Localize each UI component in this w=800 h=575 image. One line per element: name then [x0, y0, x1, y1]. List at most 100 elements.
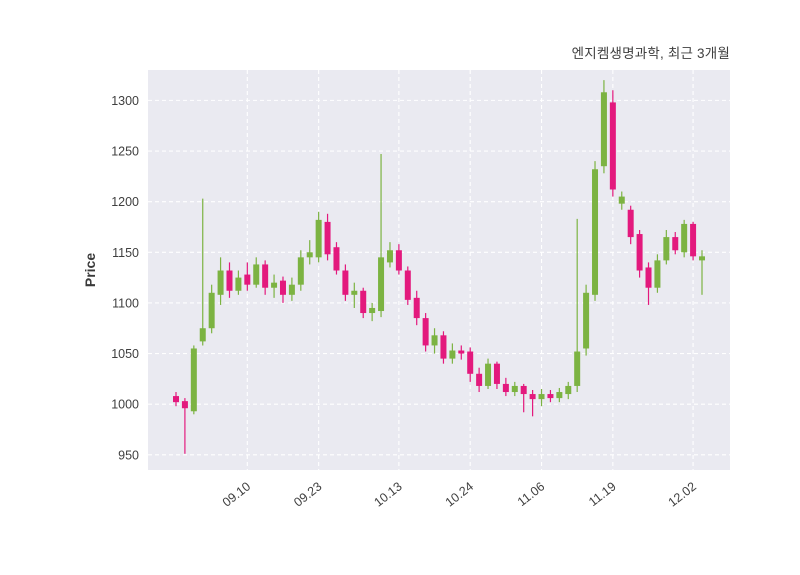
x-tick-label: 11.06 [515, 479, 548, 509]
candle-body [583, 292, 590, 349]
candle-body [413, 297, 420, 319]
candle-body [547, 394, 554, 399]
candle [404, 266, 411, 305]
candle-body [271, 282, 278, 288]
candle [600, 80, 607, 174]
candle [297, 250, 304, 291]
candle [235, 270, 242, 295]
candle-body [627, 209, 634, 238]
candle [493, 361, 500, 389]
candle [369, 302, 376, 322]
candle-body [431, 335, 438, 346]
candle-body [449, 350, 456, 359]
candle [395, 244, 402, 275]
candle [378, 154, 385, 318]
candle-body [458, 350, 465, 354]
candle [440, 331, 447, 364]
candle-body [672, 237, 679, 251]
candle [360, 287, 367, 319]
candle [342, 264, 349, 301]
candle [226, 262, 233, 298]
candle-body [386, 250, 393, 263]
y-tick-label: 1100 [112, 296, 139, 310]
chart-title: 엔지켐생명과학, 최근 3개월 [571, 46, 730, 61]
candle-body [538, 394, 545, 400]
candle [208, 284, 215, 334]
candle [502, 377, 509, 397]
candle [681, 219, 688, 258]
candle-body [333, 247, 340, 271]
candle [288, 277, 295, 301]
candle [449, 343, 456, 364]
candle-body [565, 385, 572, 395]
candle-body [529, 394, 536, 400]
candle-body [324, 221, 331, 255]
candle [351, 282, 358, 308]
candle-body [181, 401, 188, 409]
candle [538, 388, 545, 407]
candle-body [369, 307, 376, 314]
y-tick-label: 1150 [112, 246, 139, 260]
candle [583, 284, 590, 356]
x-tick-label: 10.24 [443, 479, 476, 509]
candle [690, 221, 697, 261]
candle-body [315, 219, 322, 258]
candle-body [618, 196, 625, 204]
x-tick-label: 12.02 [666, 479, 699, 509]
candle-body [663, 237, 670, 261]
candle [431, 328, 438, 354]
y-tick-label: 950 [118, 448, 139, 462]
candle [609, 90, 616, 197]
candle-body [654, 260, 661, 288]
candle [699, 250, 705, 295]
candle-body [279, 280, 286, 295]
candle-body [226, 270, 233, 291]
candle-body [502, 383, 509, 393]
candle [253, 257, 260, 288]
candle [592, 161, 599, 301]
y-tick-label: 1250 [111, 145, 139, 159]
candle-body [645, 267, 652, 288]
candle-body [511, 385, 518, 393]
candle [547, 390, 554, 403]
candle-body [493, 363, 500, 384]
candle-body [520, 385, 527, 395]
candle [627, 205, 634, 245]
candle [663, 230, 670, 265]
candle [271, 274, 278, 298]
candle-body [217, 270, 224, 295]
candle-body [467, 351, 474, 374]
candle [199, 198, 206, 346]
candle-body [306, 252, 313, 258]
candle-body [288, 284, 295, 295]
candle-body [690, 223, 697, 257]
candle [672, 232, 679, 255]
x-tick-label: 09.10 [220, 479, 253, 509]
candle [467, 347, 474, 382]
y-tick-label: 1200 [111, 195, 139, 209]
candle-body [609, 102, 616, 190]
candle [262, 260, 269, 295]
candle-body [395, 250, 402, 271]
candle-body [699, 256, 705, 261]
candle-body [556, 392, 563, 399]
x-tick-label: 11.19 [586, 479, 619, 509]
candle [306, 240, 313, 265]
candle-body [297, 257, 304, 285]
candle [279, 276, 286, 303]
candle [458, 345, 465, 360]
candle [654, 254, 661, 293]
candle-body [199, 328, 206, 342]
candle-body [422, 318, 429, 346]
candle-body [600, 92, 607, 167]
candle-body [592, 169, 599, 295]
candle-body [235, 277, 242, 291]
candle [485, 358, 492, 389]
candle [315, 211, 322, 263]
candle-body [351, 290, 358, 295]
candle-body [244, 274, 251, 285]
y-tick-label: 1000 [111, 398, 139, 412]
candle [574, 218, 581, 393]
